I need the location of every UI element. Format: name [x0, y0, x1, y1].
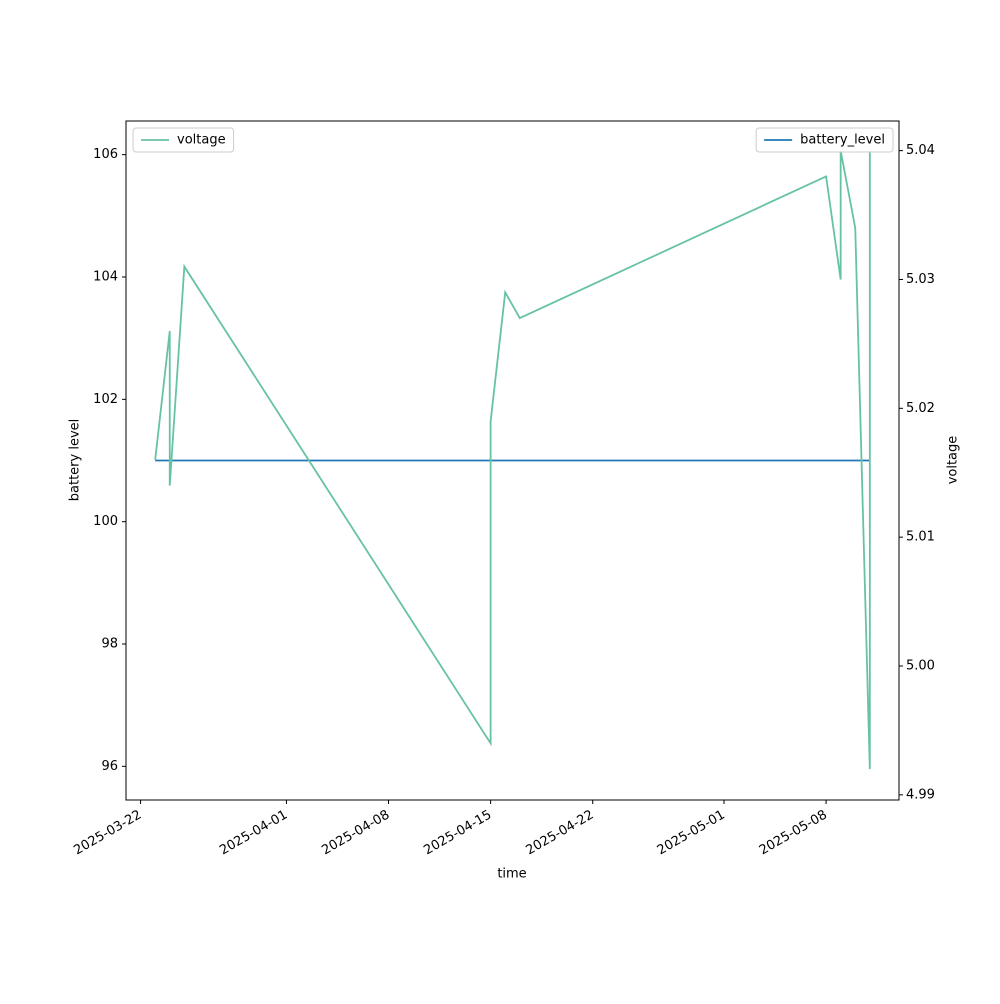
y2-tick-label: 5.04 [906, 143, 935, 158]
y-tick-label: 106 [93, 147, 118, 162]
y-tick-label: 96 [101, 759, 118, 774]
y-tick-label: 102 [93, 392, 118, 407]
y2-tick-label: 4.99 [906, 787, 935, 802]
legend-box [132, 127, 235, 153]
y-axis-label: battery level [68, 419, 83, 502]
y-tick-label: 104 [93, 269, 118, 284]
x-tick-label: 2025-05-08 [757, 808, 830, 859]
y-tick-label: 98 [101, 637, 118, 652]
legend-box [755, 127, 894, 153]
legend-label: voltage [177, 133, 226, 148]
x-tick-label: 2025-03-22 [71, 808, 144, 859]
line-series [154, 150, 871, 770]
legend: battery_level [755, 127, 894, 153]
x-axis-label: time [497, 867, 526, 882]
y2-tick-label: 5.00 [906, 659, 935, 674]
y2-tick-label: 5.02 [906, 401, 935, 416]
x-tick-label: 2025-04-15 [421, 808, 494, 859]
y2-axis-label: voltage [946, 436, 961, 485]
x-tick-label: 2025-04-01 [217, 808, 290, 859]
y2-tick-label: 5.01 [906, 530, 935, 545]
x-tick-label: 2025-04-08 [319, 808, 392, 859]
legend: voltage [132, 127, 235, 153]
plot-frame [125, 120, 900, 801]
x-tick-label: 2025-05-01 [655, 808, 728, 859]
y2-tick-label: 5.03 [906, 272, 935, 287]
x-tick-label: 2025-04-22 [524, 808, 597, 859]
y-tick-label: 100 [93, 514, 118, 529]
legend-label: battery_level [800, 133, 885, 148]
